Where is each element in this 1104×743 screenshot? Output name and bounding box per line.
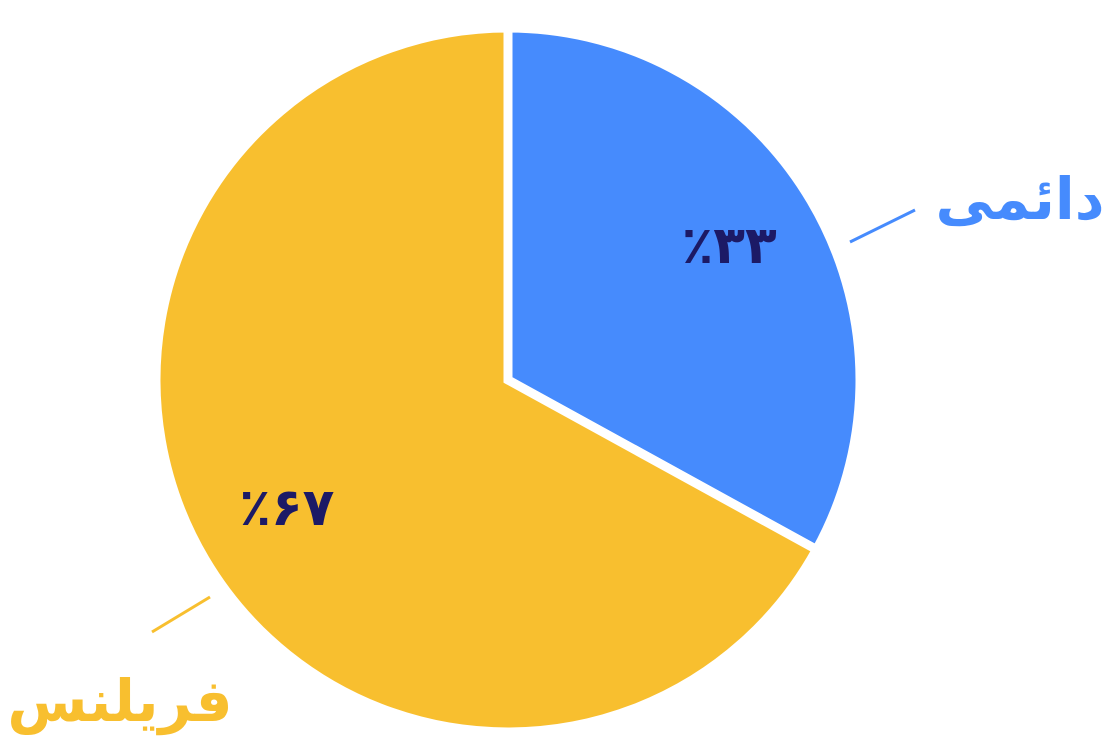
pie-slice <box>503 23 865 556</box>
leader-line <box>849 208 916 244</box>
category-label: دائمی <box>936 165 1104 233</box>
pie-slice <box>151 23 823 737</box>
leader-line <box>151 595 211 634</box>
data-label: ٪۶۷ <box>239 478 334 538</box>
category-label: فریلنس <box>7 667 232 736</box>
data-label: ٪۳۳ <box>682 216 777 276</box>
